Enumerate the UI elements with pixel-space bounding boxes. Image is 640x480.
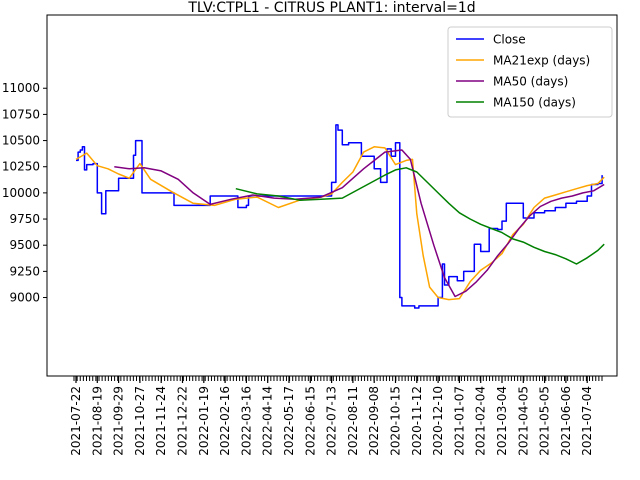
legend-label: Close [493,33,526,47]
x-tick-label: 2022-06-15 [303,386,317,456]
y-tick-label: 9250 [9,264,40,278]
x-tick-label: 2022-04-14 [261,386,275,456]
series-layer [75,124,605,309]
x-tick-label: 2021-03-04 [495,386,509,456]
y-tick-label: 10750 [2,107,40,121]
x-tick-label: 2022-08-11 [346,386,360,456]
series-line-ma150-days [235,167,605,265]
x-tick-label: 2022-09-08 [367,386,381,456]
y-axis: 9000 9250 9500 9750 10000 10250 10500 10750 1100… [2,81,47,305]
y-tick-label: 10500 [2,134,40,148]
series-line-close [76,124,603,309]
x-tick-label: 2021-01-07 [452,386,466,456]
x-tick-label: 2021-09-29 [112,386,126,456]
y-tick-label: 9750 [9,212,40,226]
y-tick-label: 10250 [2,160,40,174]
x-tick-label: 2022-02-16 [218,386,232,456]
legend-label: MA21exp (days) [493,54,590,68]
y-tick-label: 9000 [9,291,40,305]
legend: Close MA21exp (days) MA50 (days) MA150 (day… [447,26,613,118]
series-line-ma50-days [114,149,605,298]
y-tick-label: 11000 [2,81,40,95]
x-tick-label: 2021-06-06 [559,386,573,456]
legend-label: MA50 (days) [493,75,568,89]
x-tick-label: 2020-10-15 [389,386,403,456]
x-tick-label: 2021-05-05 [538,386,552,456]
x-tick-label: 2021-12-22 [176,386,190,456]
x-tick-label: 2022-05-17 [282,386,296,456]
x-tick-label: 2020-11-12 [410,386,424,456]
x-tick-label: 2020-12-10 [431,386,445,456]
x-tick-label: 2021-04-05 [516,386,530,456]
x-tick-label: 2021-11-24 [154,386,168,456]
x-tick-label: 2022-07-13 [325,386,339,456]
x-tick-label: 2022-03-16 [239,386,253,456]
x-tick-label: 2022-01-19 [197,386,211,456]
x-tick-label: 2021-07-04 [580,386,594,456]
x-tick-label: 2021-02-04 [474,386,488,456]
chart-title: TLV:CTPL1 - CITRUS PLANT1: interval=1d [187,0,475,16]
legend-label: MA150 (days) [493,96,576,110]
x-tick-label: 2021-08-19 [90,386,104,456]
x-tick-label: 2021-07-22 [69,386,83,456]
y-tick-label: 10000 [2,186,40,200]
series-line-ma21exp-days [75,146,605,301]
y-tick-label: 9500 [9,238,40,252]
x-axis: 2021-07-22 2021-08-19 2021-09-29 2021-10-27… [69,376,603,456]
x-tick-label: 2021-10-27 [133,386,147,456]
legend-box [447,26,613,118]
